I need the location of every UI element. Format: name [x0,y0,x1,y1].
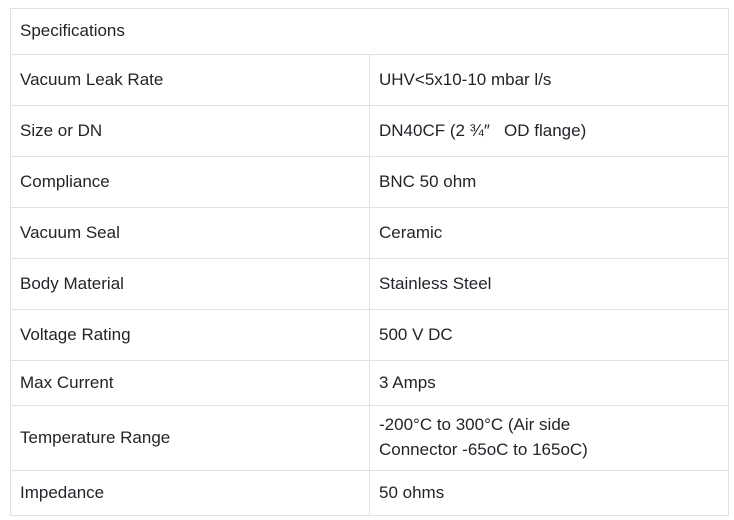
spec-value: DN40CF (2 ¾″ OD flange) [369,105,729,157]
spec-value: 50 ohms [369,470,729,516]
table-row: Voltage Rating 500 V DC [10,309,729,361]
spec-label: Temperature Range [10,405,370,471]
table-title: Specifications [10,8,729,55]
table-header-row: Specifications [10,8,729,55]
table-row: Compliance BNC 50 ohm [10,156,729,208]
spec-label: Impedance [10,470,370,516]
specifications-section: Specifications Vacuum Leak Rate UHV<5x10… [10,8,729,516]
spec-value: Ceramic [369,207,729,259]
table-row: Vacuum Seal Ceramic [10,207,729,259]
spec-label: Compliance [10,156,370,208]
spec-value: -200°C to 300°C (Air side Connector -65o… [369,405,729,471]
table-row: Impedance 50 ohms [10,470,729,516]
spec-label: Vacuum Leak Rate [10,54,370,106]
table-row: Temperature Range -200°C to 300°C (Air s… [10,405,729,471]
spec-label: Voltage Rating [10,309,370,361]
specifications-table: Specifications Vacuum Leak Rate UHV<5x10… [10,8,729,516]
spec-label: Max Current [10,360,370,406]
spec-label: Body Material [10,258,370,310]
table-row: Size or DN DN40CF (2 ¾″ OD flange) [10,105,729,157]
table-row: Max Current 3 Amps [10,360,729,406]
spec-value: 500 V DC [369,309,729,361]
spec-value: 3 Amps [369,360,729,406]
table-row: Body Material Stainless Steel [10,258,729,310]
spec-label: Vacuum Seal [10,207,370,259]
spec-value: Stainless Steel [369,258,729,310]
table-row: Vacuum Leak Rate UHV<5x10-10 mbar l/s [10,54,729,106]
spec-value: UHV<5x10-10 mbar l/s [369,54,729,106]
spec-label: Size or DN [10,105,370,157]
spec-value: BNC 50 ohm [369,156,729,208]
